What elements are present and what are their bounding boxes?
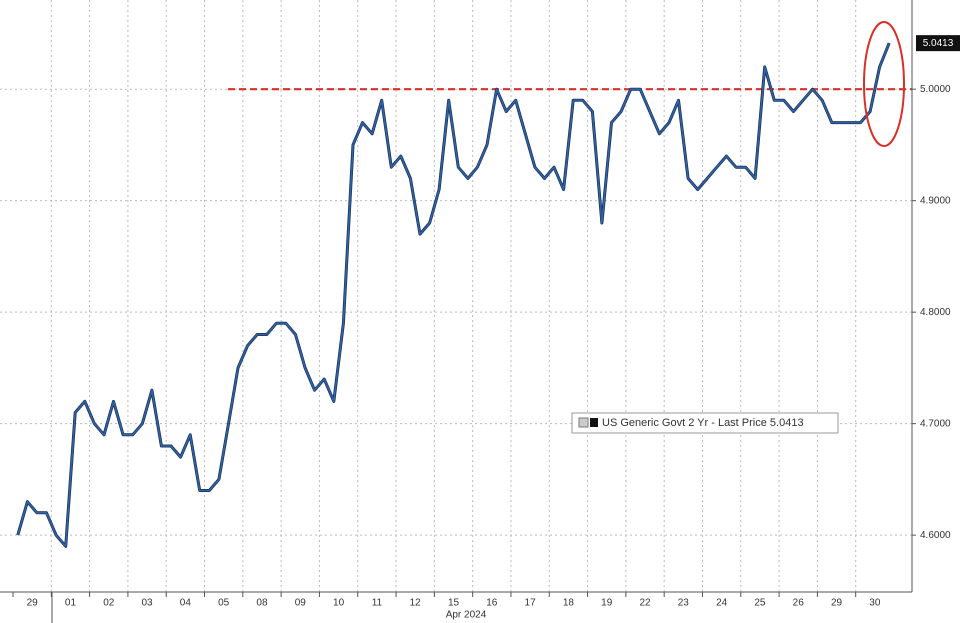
x-tick-label: 09 xyxy=(295,598,307,609)
x-tick-label: 22 xyxy=(639,598,651,609)
legend-box xyxy=(571,412,839,434)
x-tick-label: 18 xyxy=(563,598,575,609)
x-tick-label: 23 xyxy=(678,598,690,609)
x-tick-label: 08 xyxy=(256,598,268,609)
marks xyxy=(16,42,912,548)
x-tick-label: 15 xyxy=(448,598,460,609)
x-tick-label: 24 xyxy=(716,598,728,609)
x-tick-label: 30 xyxy=(869,598,881,609)
y-tick-label: 4.6000 xyxy=(920,530,951,541)
x-tick-label: 03 xyxy=(142,598,154,609)
x-tick-label: 25 xyxy=(754,598,766,609)
grid xyxy=(0,0,912,592)
x-tick-label: 04 xyxy=(180,598,192,609)
legend-label: US Generic Govt 2 Yr - Last Price 5.0413 xyxy=(602,417,804,429)
legend-swatch xyxy=(578,417,589,428)
x-tick-label: 01 xyxy=(65,598,77,609)
plot-area xyxy=(0,0,912,592)
y-tick-label: 4.8000 xyxy=(920,307,951,318)
x-tick-label: 11 xyxy=(372,598,383,609)
highlight-ellipse xyxy=(863,21,905,147)
x-tick-label: 17 xyxy=(525,598,537,609)
x-tick-label: 26 xyxy=(793,598,805,609)
series-line xyxy=(17,42,890,548)
y-tick-label: 4.9000 xyxy=(920,195,951,206)
x-tick-label: 10 xyxy=(333,598,345,609)
x-tick-label: 29 xyxy=(831,598,843,609)
x-axis-label: Apr 2024 xyxy=(446,610,487,621)
x-tick-label: 19 xyxy=(601,598,613,609)
y-tick-label: 4.7000 xyxy=(920,418,951,429)
x-tick-label: 05 xyxy=(218,598,230,609)
x-tick-label: 12 xyxy=(410,598,422,609)
x-tick-label: 02 xyxy=(103,598,115,609)
x-tick-label: 16 xyxy=(486,598,498,609)
last-price-box xyxy=(916,35,960,52)
x-tick-label: 29 xyxy=(27,598,39,609)
y-tick-label: 5.0000 xyxy=(920,84,951,95)
legend-swatch-dark xyxy=(590,418,598,427)
last-price-label: 5.0413 xyxy=(923,38,954,49)
